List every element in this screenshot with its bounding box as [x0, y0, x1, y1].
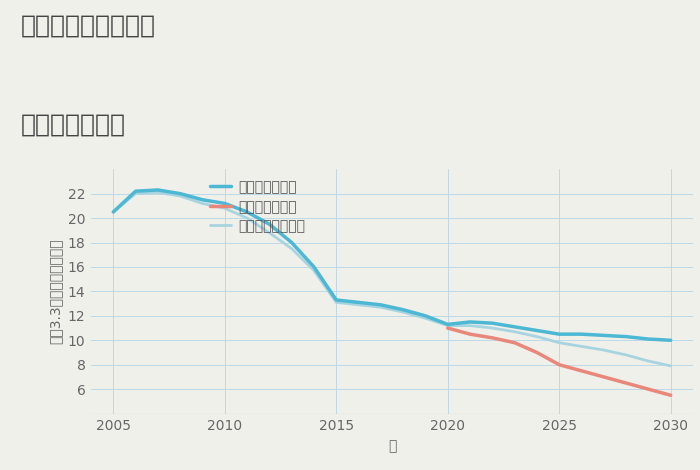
- バッドシナリオ: [578, 368, 586, 374]
- グッドシナリオ: [265, 221, 274, 227]
- グッドシナリオ: [555, 331, 564, 337]
- グッドシナリオ: [622, 334, 630, 339]
- Y-axis label: 坪（3.3㎡）単価（万円）: 坪（3.3㎡）単価（万円）: [48, 239, 62, 344]
- ノーマルシナリオ: [377, 305, 385, 310]
- グッドシナリオ: [510, 324, 519, 329]
- Text: 三重県伊賀市西山の: 三重県伊賀市西山の: [21, 14, 156, 38]
- グッドシナリオ: [377, 302, 385, 308]
- グッドシナリオ: [288, 240, 296, 245]
- Text: 土地の価格推移: 土地の価格推移: [21, 113, 126, 137]
- グッドシナリオ: [243, 209, 251, 215]
- Line: グッドシナリオ: グッドシナリオ: [113, 190, 671, 340]
- バッドシナリオ: [644, 386, 652, 392]
- X-axis label: 年: 年: [388, 439, 396, 453]
- バッドシナリオ: [666, 392, 675, 398]
- グッドシナリオ: [533, 328, 541, 333]
- バッドシナリオ: [466, 331, 474, 337]
- グッドシナリオ: [466, 319, 474, 325]
- グッドシナリオ: [154, 187, 162, 193]
- ノーマルシナリオ: [265, 230, 274, 235]
- ノーマルシナリオ: [644, 358, 652, 364]
- グッドシナリオ: [488, 321, 496, 326]
- ノーマルシナリオ: [488, 325, 496, 331]
- ノーマルシナリオ: [243, 215, 251, 221]
- ノーマルシナリオ: [555, 340, 564, 345]
- ノーマルシナリオ: [399, 309, 407, 315]
- バッドシナリオ: [488, 335, 496, 341]
- バッドシナリオ: [622, 380, 630, 386]
- グッドシナリオ: [600, 333, 608, 338]
- ノーマルシナリオ: [421, 315, 430, 321]
- バッドシナリオ: [600, 374, 608, 380]
- グッドシナリオ: [578, 331, 586, 337]
- ノーマルシナリオ: [198, 201, 206, 206]
- グッドシナリオ: [354, 299, 363, 305]
- グッドシナリオ: [198, 197, 206, 203]
- バッドシナリオ: [444, 325, 452, 331]
- グッドシナリオ: [644, 336, 652, 342]
- ノーマルシナリオ: [533, 334, 541, 339]
- ノーマルシナリオ: [288, 246, 296, 251]
- ノーマルシナリオ: [132, 191, 140, 196]
- ノーマルシナリオ: [310, 268, 319, 274]
- グッドシナリオ: [176, 191, 184, 196]
- Line: ノーマルシナリオ: ノーマルシナリオ: [113, 192, 671, 366]
- ノーマルシナリオ: [666, 363, 675, 369]
- グッドシナリオ: [666, 337, 675, 343]
- グッドシナリオ: [220, 201, 229, 206]
- グッドシナリオ: [421, 313, 430, 319]
- ノーマルシナリオ: [578, 344, 586, 349]
- ノーマルシナリオ: [444, 323, 452, 329]
- ノーマルシナリオ: [220, 205, 229, 211]
- バッドシナリオ: [533, 350, 541, 355]
- Line: バッドシナリオ: バッドシナリオ: [448, 328, 671, 395]
- Legend: グッドシナリオ, バッドシナリオ, ノーマルシナリオ: グッドシナリオ, バッドシナリオ, ノーマルシナリオ: [206, 176, 309, 238]
- ノーマルシナリオ: [510, 329, 519, 335]
- ノーマルシナリオ: [109, 209, 118, 215]
- ノーマルシナリオ: [622, 352, 630, 358]
- グッドシナリオ: [332, 297, 340, 303]
- ノーマルシナリオ: [354, 302, 363, 308]
- ノーマルシナリオ: [154, 189, 162, 195]
- グッドシナリオ: [132, 188, 140, 194]
- ノーマルシナリオ: [466, 323, 474, 329]
- グッドシナリオ: [109, 209, 118, 215]
- グッドシナリオ: [399, 307, 407, 313]
- グッドシナリオ: [310, 264, 319, 270]
- バッドシナリオ: [510, 340, 519, 345]
- バッドシナリオ: [555, 362, 564, 368]
- ノーマルシナリオ: [332, 299, 340, 305]
- グッドシナリオ: [444, 321, 452, 327]
- ノーマルシナリオ: [600, 347, 608, 353]
- ノーマルシナリオ: [176, 193, 184, 199]
